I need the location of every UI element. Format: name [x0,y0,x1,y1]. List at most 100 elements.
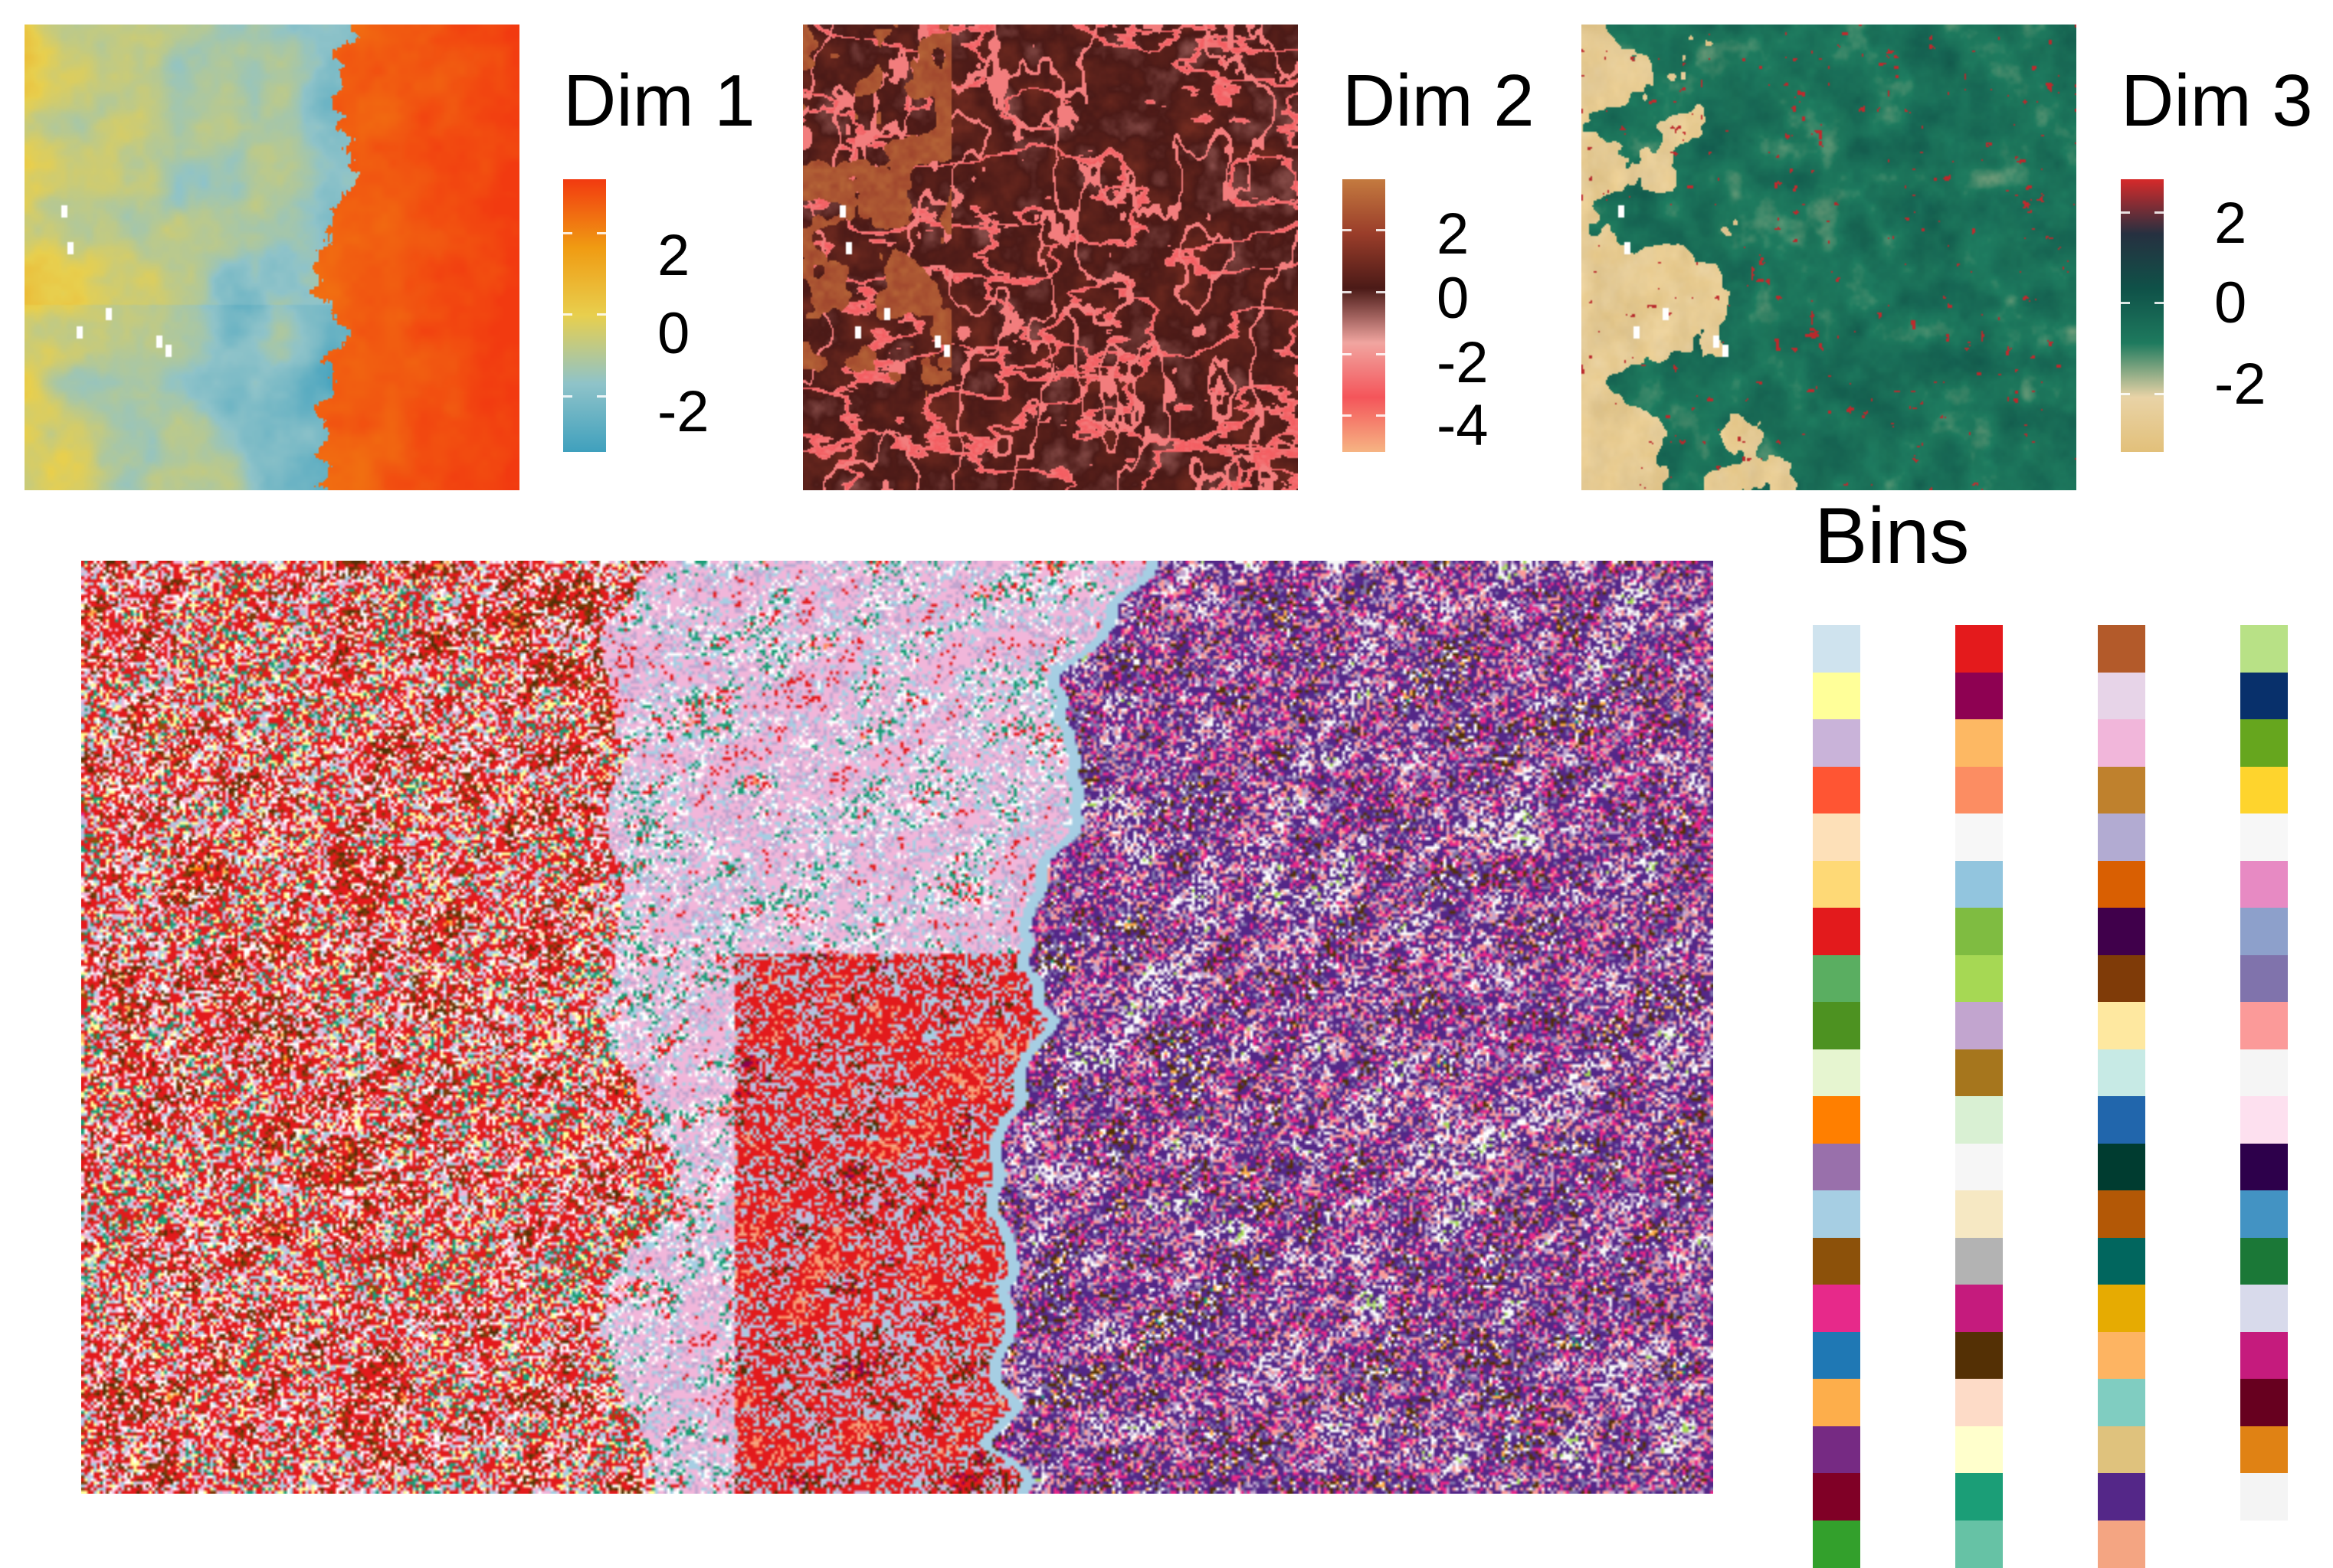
bin-swatch [2240,908,2288,955]
bin-swatch [2098,1049,2145,1097]
bin-swatch [2098,1285,2145,1332]
bin-swatch [2098,1002,2145,1049]
bin-swatch [1813,1237,1860,1285]
colorbar-tick [563,232,572,235]
colorbar-tick [597,232,606,235]
bin-swatch [2098,908,2145,955]
bin-swatch [1813,1473,1860,1521]
dim1-tick-label: -2 [657,379,709,444]
colorbar-tick [563,394,572,398]
bin-swatch [1813,1143,1860,1191]
bin-swatch [1813,813,1860,861]
bin-swatch [1813,672,1860,720]
bin-swatch [1955,719,2003,767]
colorbar-tick [2121,392,2130,395]
bin-swatch [2098,1096,2145,1144]
bin-swatch [1813,625,1860,673]
bin-swatch [1955,1520,2003,1568]
dim2-tick-label: 2 [1437,201,1470,267]
bin-swatch [1955,1237,2003,1285]
bin-swatch [1955,908,2003,955]
dim1-tick-label: 2 [657,223,690,288]
bin-swatch [2240,1285,2288,1332]
bin-swatch [2240,1096,2288,1144]
dim1-map [25,25,519,490]
bin-swatch [2240,954,2288,1003]
bin-swatch [2240,860,2288,908]
dim3-tick-label: 2 [2214,191,2247,256]
bin-swatch [2240,1331,2288,1380]
bin-swatch [2240,813,2288,861]
bin-swatch [2098,860,2145,908]
bin-swatch [1955,625,2003,673]
colorbar-tick [2121,211,2130,214]
bin-swatch [1955,766,2003,814]
bin-swatch [2098,1190,2145,1238]
bin-swatch [2240,1049,2288,1097]
bin-swatch [1813,860,1860,908]
colorbar-tick [1342,290,1352,293]
bin-swatch [2240,1520,2288,1568]
bin-swatch [2240,625,2288,673]
bin-swatch [1813,1379,1860,1426]
bin-swatch [1955,1096,2003,1144]
bins-map [81,561,1713,1494]
bin-swatch [1955,672,2003,720]
bin-swatch [1955,1049,2003,1097]
dim2-colorbar [1342,179,1385,452]
bin-swatch [1813,719,1860,767]
dim2-tick-label: 0 [1437,266,1470,331]
colorbar-tick [1376,290,1385,293]
bin-swatch [2240,1379,2288,1426]
bin-swatch [2098,1237,2145,1285]
bin-swatch [1955,813,2003,861]
bin-swatch [2098,625,2145,673]
colorbar-tick [2121,302,2130,305]
colorbar-tick [1376,228,1385,231]
bin-swatch [1955,954,2003,1003]
bin-swatch [2098,672,2145,720]
colorbar-tick [1376,414,1385,417]
bin-swatch [2240,1473,2288,1521]
bin-swatch [2240,1237,2288,1285]
bin-swatch [2098,1520,2145,1568]
bin-swatch [2098,1473,2145,1521]
bin-swatch [2098,766,2145,814]
dim1-colorbar [563,179,606,452]
dim2-legend-title: Dim 2 [1342,60,1535,142]
colorbar-tick [563,313,572,316]
bin-swatch [1813,908,1860,955]
bin-swatch [2098,813,2145,861]
dim1-tick-label: 0 [657,301,690,366]
colorbar-tick [1342,228,1352,231]
bin-swatch [2240,1426,2288,1474]
colorbar-tick [2154,302,2164,305]
colorbar-tick [597,313,606,316]
dim3-map [1581,25,2076,490]
bin-swatch [2240,719,2288,767]
bins-legend-title: Bins [1814,492,1970,581]
bin-swatch [2098,1331,2145,1380]
dim2-tick-label: -4 [1437,393,1489,458]
dim1-raster [25,25,519,490]
bin-swatch [2240,672,2288,720]
bin-swatch [1813,1426,1860,1474]
bin-swatch [1813,1190,1860,1238]
colorbar-tick [2154,392,2164,395]
dim3-tick-label: 0 [2214,270,2247,336]
bin-swatch [1955,1002,2003,1049]
bin-swatch [1955,1143,2003,1191]
bin-swatch [1955,1331,2003,1380]
bins-raster [81,561,1713,1494]
bin-swatch [2240,1143,2288,1191]
dim3-raster [1581,25,2076,490]
dim3-tick-label: -2 [2214,352,2266,417]
bin-swatch [1813,1285,1860,1332]
colorbar-tick [597,394,606,398]
bin-swatch [2240,1002,2288,1049]
bin-swatch [2098,719,2145,767]
bin-swatch [1955,1285,2003,1332]
bin-swatch [1955,1473,2003,1521]
bin-swatch [1955,1379,2003,1426]
dim2-raster [803,25,1298,490]
